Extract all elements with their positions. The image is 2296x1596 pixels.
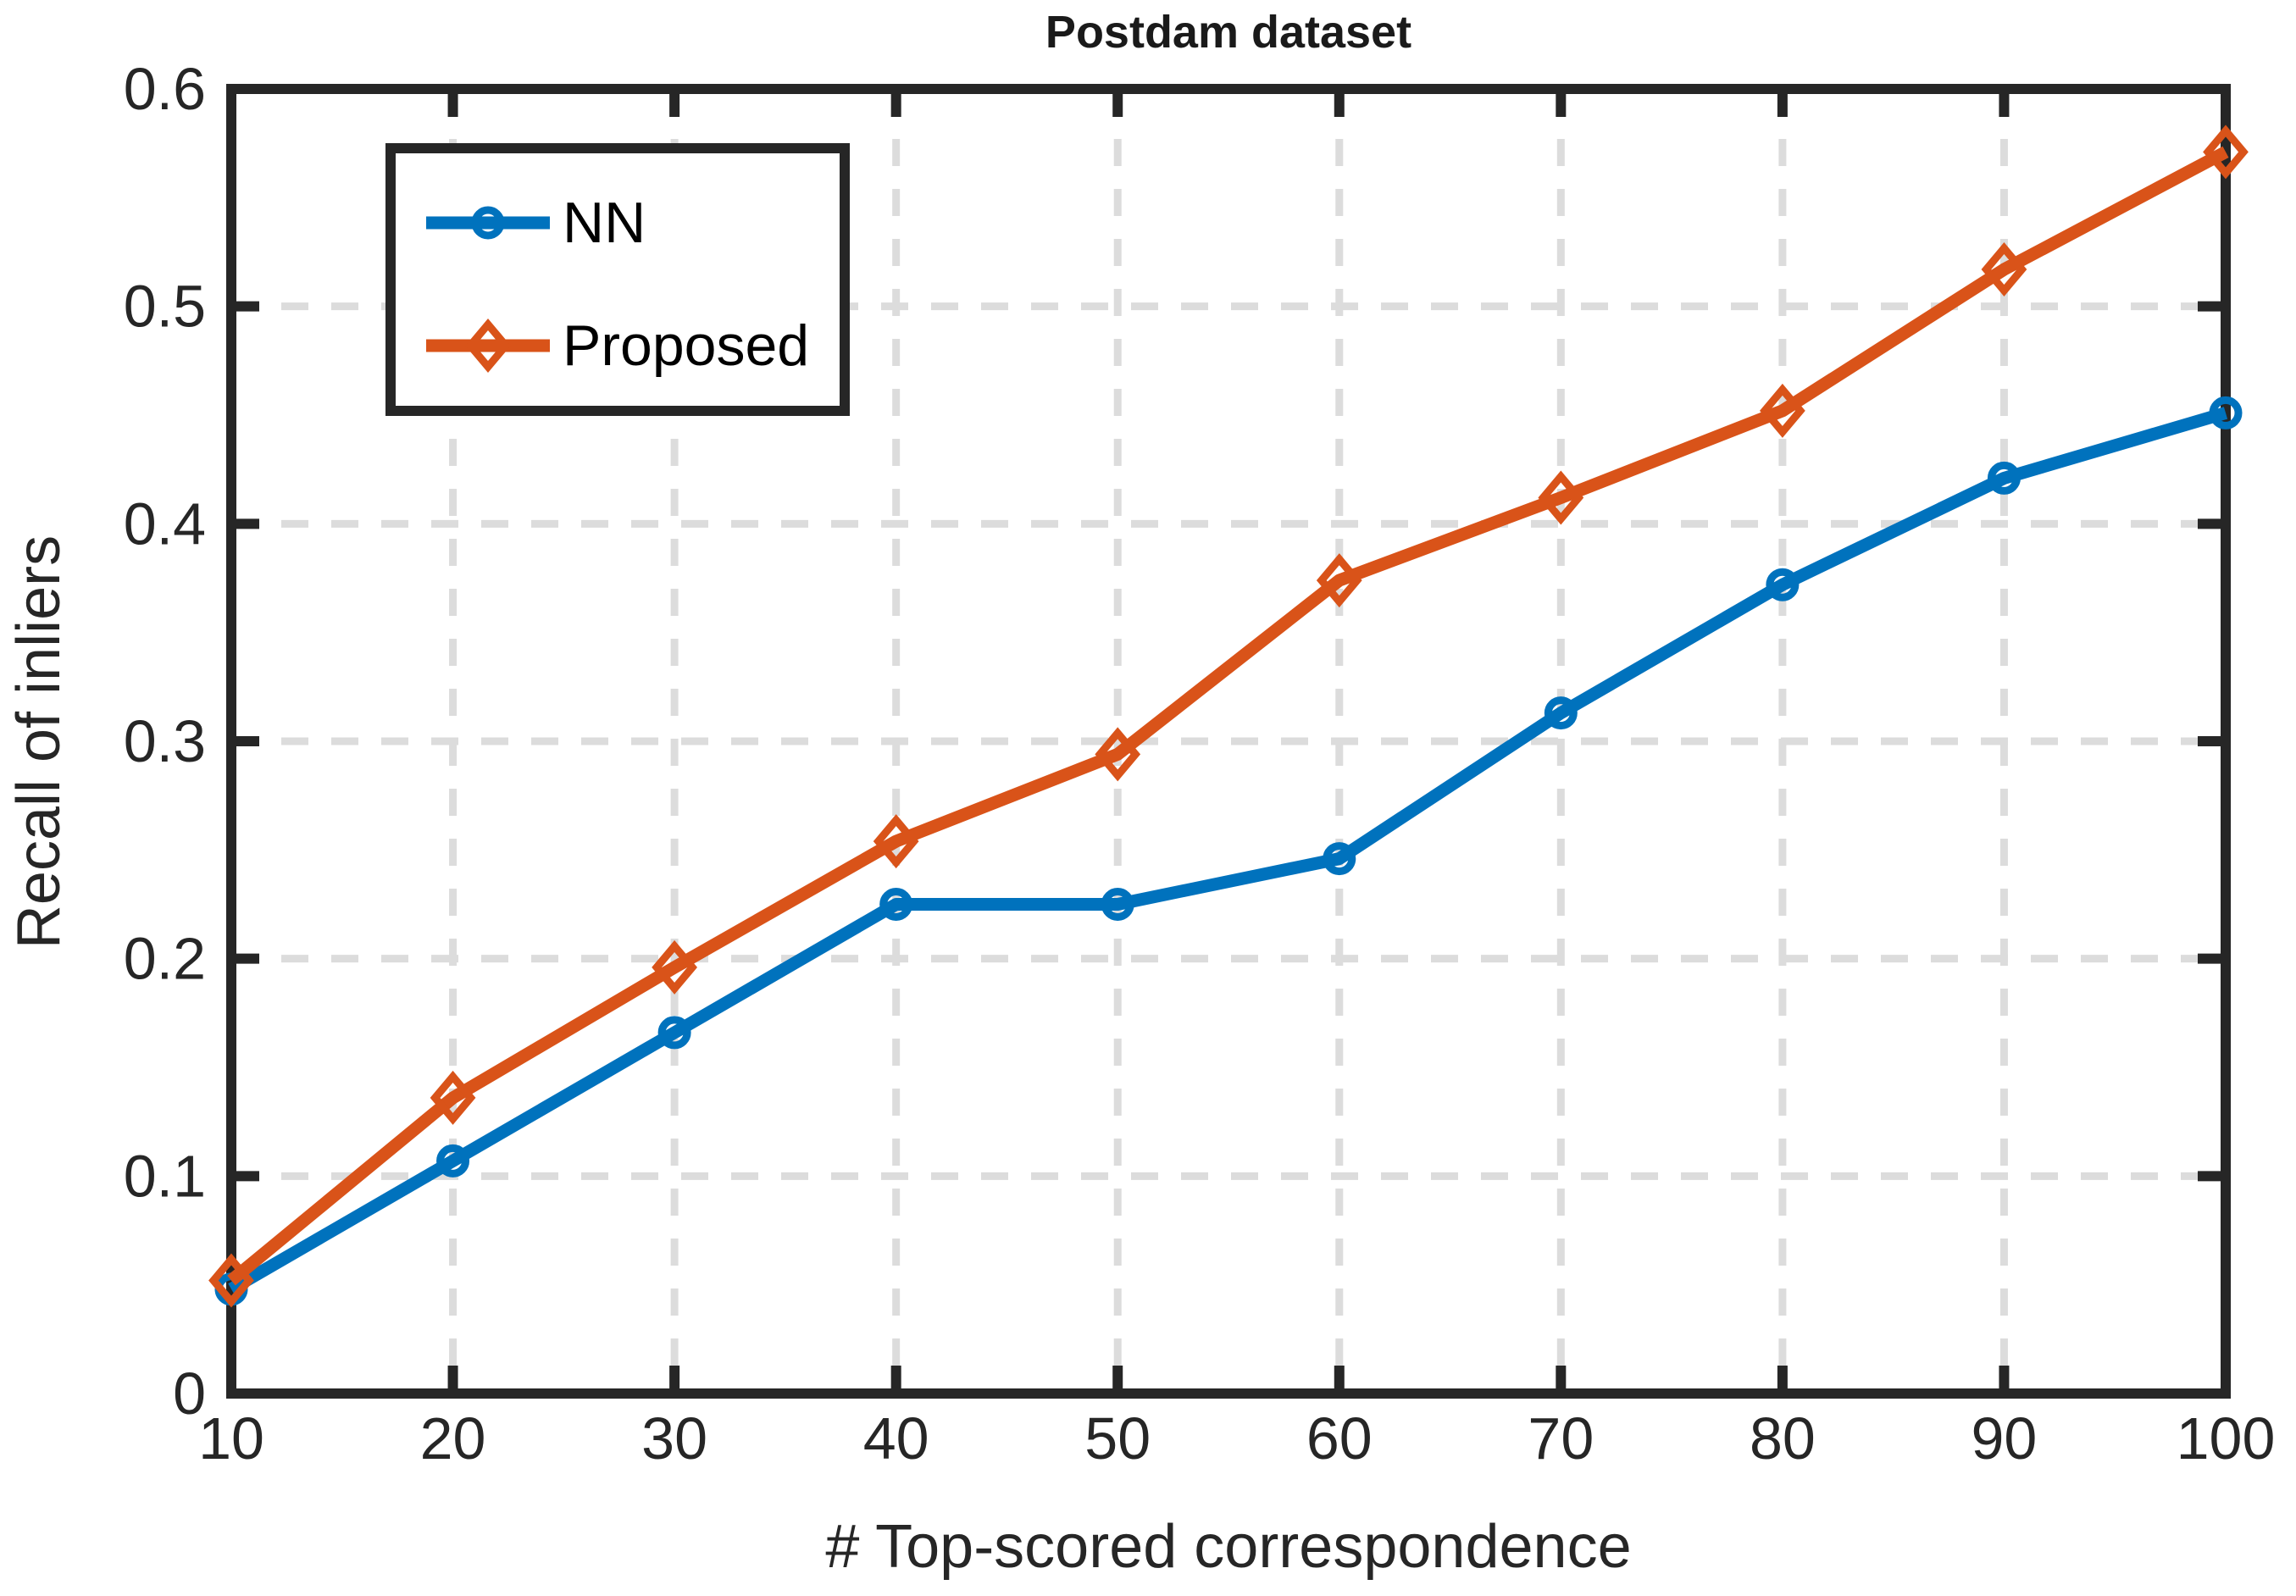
legend-label-proposed: Proposed (563, 313, 809, 378)
data-point-circle-nn (1766, 568, 1800, 601)
legend-box (385, 143, 850, 416)
x-tick-label: 50 (1084, 1405, 1151, 1471)
x-tick-label: 30 (641, 1405, 707, 1471)
data-series (208, 125, 2249, 1308)
legend: NN Proposed (385, 143, 850, 416)
data-point-diamond-proposed (1981, 242, 2027, 297)
series-line-proposed (227, 146, 2229, 1286)
x-tick-label: 40 (863, 1405, 929, 1471)
legend-diamond-marker-icon (465, 319, 511, 373)
x-tick-label: 80 (1750, 1405, 1816, 1471)
data-point-diamond-proposed (208, 1253, 254, 1308)
series-line-nn (228, 407, 2228, 1295)
data-point-circle-nn (879, 888, 913, 921)
data-point-diamond-proposed (652, 939, 697, 995)
y-tick-label: 0.6 (124, 56, 206, 122)
data-point-diamond-proposed (1760, 383, 1805, 438)
data-point-circle-nn (1101, 888, 1134, 921)
x-tick-label: 10 (198, 1405, 264, 1471)
y-tick-label: 0.4 (124, 490, 206, 557)
data-point-diamond-proposed (1316, 553, 1362, 608)
legend-label-nn: NN (563, 191, 646, 255)
gridlines (231, 89, 2226, 1394)
data-point-circle-nn (1544, 696, 1578, 730)
chart-title: Postdam dataset (1045, 7, 1411, 58)
data-point-circle-nn (1987, 461, 2021, 495)
legend-item-nn: NN (426, 191, 646, 255)
tick-labels: 10 20 30 40 50 60 70 80 90 100 0 0.1 0.2 0.3 0.4 0.5 0.6 (124, 56, 2276, 1471)
data-point-diamond-proposed (873, 814, 919, 869)
data-point-circle-nn (2209, 396, 2243, 429)
axes (226, 84, 2231, 1399)
data-point-diamond-proposed (2203, 125, 2249, 180)
legend-item-proposed: Proposed (426, 313, 809, 378)
x-tick-label: 60 (1306, 1405, 1373, 1471)
x-tick-label: 70 (1528, 1405, 1594, 1471)
data-point-diamond-proposed (1538, 470, 1584, 525)
y-tick-label: 0 (173, 1360, 206, 1427)
data-point-circle-nn (657, 1016, 691, 1050)
y-tick-label: 0.5 (124, 274, 206, 340)
x-tick-label: 90 (1972, 1405, 2038, 1471)
x-tick-label: 100 (2177, 1405, 2276, 1471)
x-tick-label: 20 (420, 1405, 486, 1471)
legend-circle-marker-icon (471, 206, 505, 240)
y-axis-label: Recall of inliers (5, 535, 73, 949)
data-point-circle-nn (1323, 842, 1356, 876)
data-point-diamond-proposed (430, 1070, 476, 1125)
data-point-diamond-proposed (1095, 727, 1141, 782)
y-tick-label: 0.1 (124, 1143, 206, 1209)
y-tick-label: 0.3 (124, 708, 206, 774)
y-tick-label: 0.2 (124, 926, 206, 992)
data-point-circle-nn (436, 1144, 470, 1178)
x-axis-label: # Top-scored correspondence (825, 1513, 1631, 1581)
